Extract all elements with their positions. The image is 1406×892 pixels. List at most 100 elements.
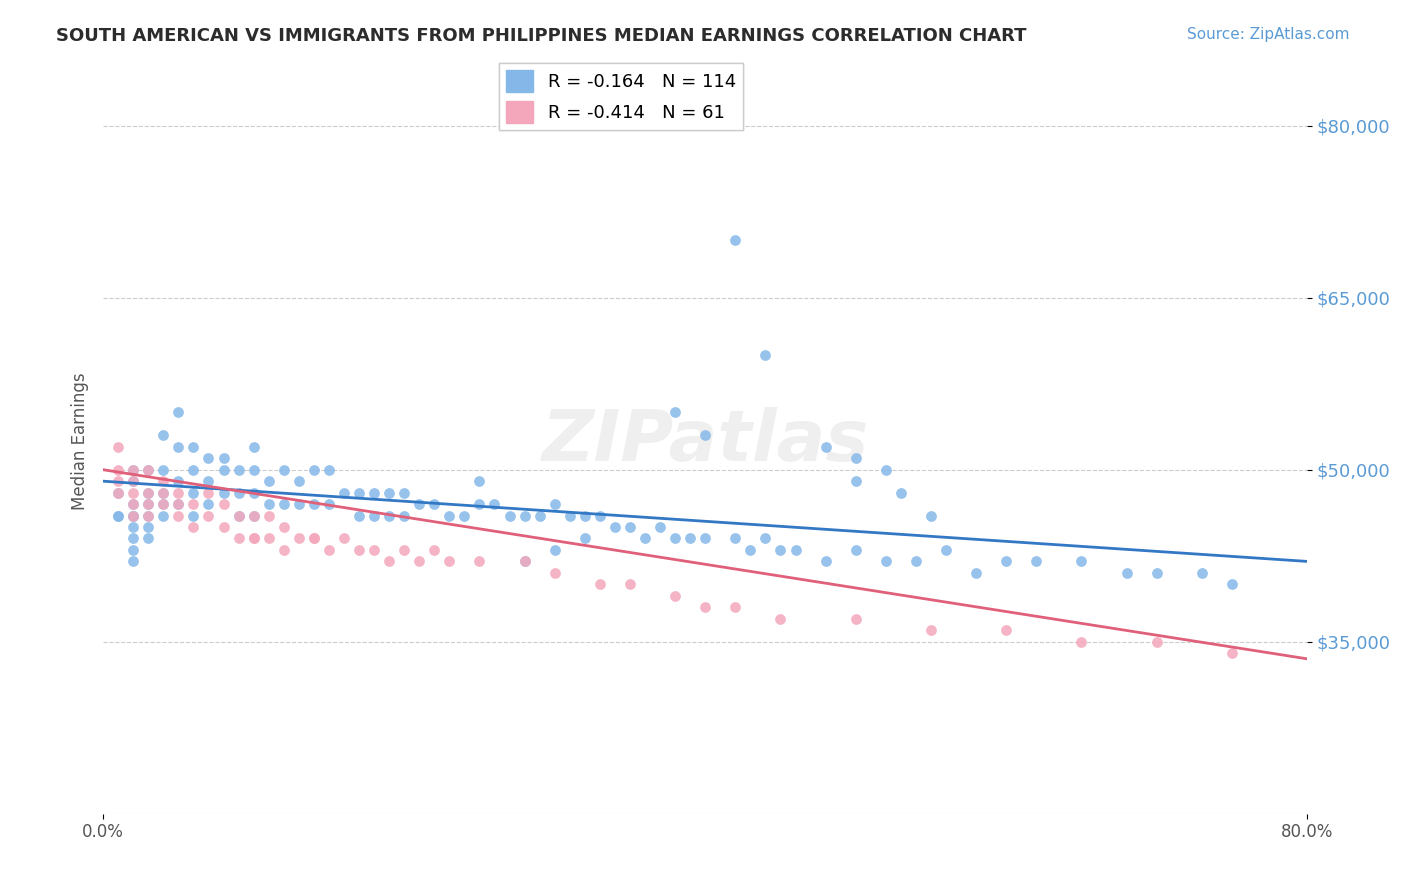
Point bbox=[619, 520, 641, 534]
Point bbox=[347, 508, 370, 523]
Point bbox=[107, 474, 129, 488]
Point bbox=[122, 474, 145, 488]
Point bbox=[347, 543, 370, 558]
Point bbox=[318, 543, 340, 558]
Point bbox=[740, 543, 762, 558]
Point bbox=[544, 543, 567, 558]
Point bbox=[122, 463, 145, 477]
Point bbox=[122, 508, 145, 523]
Point bbox=[498, 508, 520, 523]
Point bbox=[242, 463, 264, 477]
Point bbox=[228, 485, 250, 500]
Point bbox=[122, 532, 145, 546]
Point bbox=[664, 589, 686, 603]
Point bbox=[183, 463, 205, 477]
Point bbox=[228, 508, 250, 523]
Point bbox=[965, 566, 987, 580]
Point bbox=[544, 566, 567, 580]
Point bbox=[378, 508, 401, 523]
Point bbox=[1070, 634, 1092, 648]
Point bbox=[724, 532, 747, 546]
Point bbox=[845, 474, 868, 488]
Point bbox=[574, 532, 596, 546]
Point bbox=[484, 497, 506, 511]
Point bbox=[695, 428, 717, 442]
Point bbox=[212, 520, 235, 534]
Point bbox=[136, 520, 159, 534]
Point bbox=[152, 485, 174, 500]
Point bbox=[197, 497, 219, 511]
Point bbox=[107, 508, 129, 523]
Point bbox=[589, 508, 612, 523]
Point bbox=[197, 485, 219, 500]
Point bbox=[122, 543, 145, 558]
Point bbox=[754, 348, 776, 362]
Point bbox=[242, 508, 264, 523]
Point bbox=[423, 543, 446, 558]
Point bbox=[845, 543, 868, 558]
Point bbox=[423, 497, 446, 511]
Point bbox=[664, 405, 686, 419]
Point bbox=[935, 543, 957, 558]
Point bbox=[136, 485, 159, 500]
Point bbox=[453, 508, 475, 523]
Point bbox=[378, 485, 401, 500]
Point bbox=[785, 543, 807, 558]
Point bbox=[122, 508, 145, 523]
Point bbox=[212, 451, 235, 466]
Point bbox=[212, 497, 235, 511]
Point bbox=[439, 508, 461, 523]
Point bbox=[242, 485, 264, 500]
Point bbox=[242, 532, 264, 546]
Point bbox=[107, 463, 129, 477]
Point bbox=[769, 543, 792, 558]
Point bbox=[814, 440, 837, 454]
Point bbox=[273, 463, 295, 477]
Point bbox=[408, 497, 430, 511]
Point bbox=[228, 508, 250, 523]
Point bbox=[257, 532, 280, 546]
Point bbox=[167, 485, 190, 500]
Point bbox=[136, 497, 159, 511]
Point bbox=[273, 497, 295, 511]
Point bbox=[513, 508, 536, 523]
Point bbox=[257, 497, 280, 511]
Point bbox=[107, 485, 129, 500]
Point bbox=[122, 520, 145, 534]
Point bbox=[634, 532, 657, 546]
Point bbox=[920, 623, 942, 637]
Point bbox=[183, 508, 205, 523]
Point bbox=[152, 463, 174, 477]
Point bbox=[273, 520, 295, 534]
Point bbox=[679, 532, 702, 546]
Point bbox=[288, 474, 311, 488]
Point bbox=[136, 463, 159, 477]
Point bbox=[107, 485, 129, 500]
Point bbox=[152, 508, 174, 523]
Point bbox=[544, 497, 567, 511]
Point bbox=[664, 532, 686, 546]
Point bbox=[167, 440, 190, 454]
Point bbox=[995, 623, 1018, 637]
Point bbox=[257, 474, 280, 488]
Point bbox=[228, 463, 250, 477]
Point bbox=[468, 554, 491, 568]
Point bbox=[183, 520, 205, 534]
Point bbox=[167, 497, 190, 511]
Point bbox=[392, 508, 415, 523]
Y-axis label: Median Earnings: Median Earnings bbox=[72, 372, 89, 510]
Point bbox=[136, 508, 159, 523]
Point bbox=[302, 463, 325, 477]
Point bbox=[513, 554, 536, 568]
Point bbox=[589, 577, 612, 591]
Point bbox=[136, 508, 159, 523]
Point bbox=[288, 497, 311, 511]
Point bbox=[302, 532, 325, 546]
Point bbox=[845, 451, 868, 466]
Point bbox=[197, 451, 219, 466]
Point bbox=[152, 497, 174, 511]
Point bbox=[392, 485, 415, 500]
Point bbox=[769, 612, 792, 626]
Point bbox=[167, 474, 190, 488]
Text: SOUTH AMERICAN VS IMMIGRANTS FROM PHILIPPINES MEDIAN EARNINGS CORRELATION CHART: SOUTH AMERICAN VS IMMIGRANTS FROM PHILIP… bbox=[56, 27, 1026, 45]
